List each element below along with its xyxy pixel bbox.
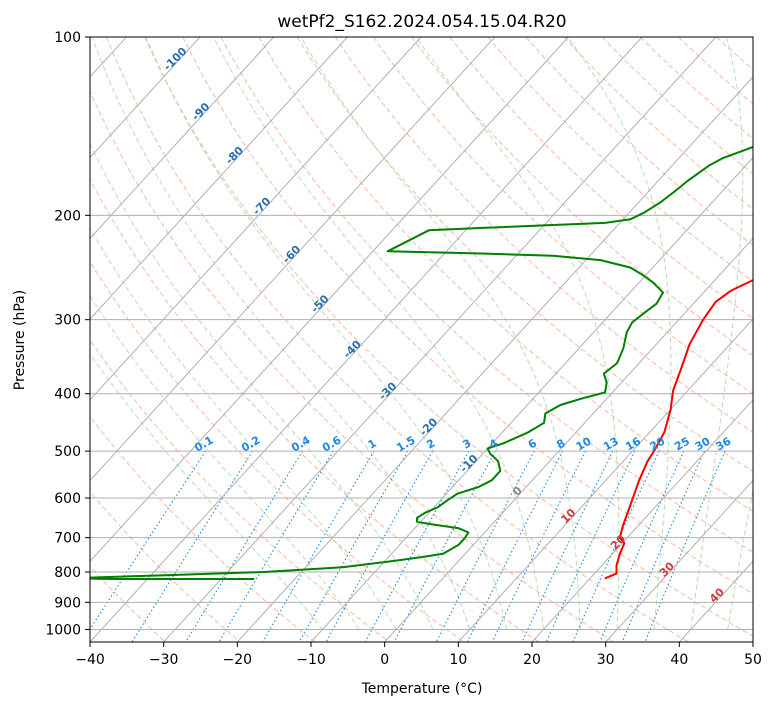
- dry-adiabat: [411, 37, 753, 357]
- isotherm: [90, 37, 643, 642]
- moist-adiabat: [90, 226, 397, 630]
- isotherm: [90, 37, 201, 159]
- dry-adiabat: [601, 37, 753, 175]
- x-tick-label: 30: [597, 652, 615, 668]
- moist-adiabat: [145, 37, 508, 630]
- isotherm: [163, 37, 717, 642]
- y-axis-label: Pressure (hPa): [12, 290, 28, 390]
- plot-frame: [89, 36, 754, 643]
- dry-adiabat: [296, 37, 753, 473]
- dry-adiabat: [182, 37, 753, 595]
- y-tick-label: 900: [54, 595, 81, 611]
- x-tick-label: −40: [75, 652, 105, 668]
- x-tick-label: 20: [523, 652, 541, 668]
- mixing-ratio-line: [364, 450, 470, 642]
- x-tick-label: −30: [149, 652, 179, 668]
- pressure-grid: [90, 37, 753, 642]
- mixing-ratio-line: [218, 450, 334, 642]
- isotherm: [310, 156, 753, 642]
- mixing-ratio-line: [325, 450, 433, 642]
- mixing-ratio-line: [131, 450, 254, 642]
- chart-title: wetPf2_S162.2024.054.15.04.R20: [277, 12, 566, 32]
- y-tick-label: 400: [54, 387, 81, 403]
- dry-adiabat: [487, 37, 753, 283]
- mixing-ratio-line: [491, 450, 586, 642]
- y-tick-label: 700: [54, 531, 81, 547]
- mixing-ratio-line: [521, 450, 614, 642]
- isotherm: [384, 237, 753, 642]
- mixing-ratio-line: [393, 450, 496, 642]
- dry-adiabat: [258, 37, 753, 513]
- isotherm: [457, 318, 753, 642]
- y-tick-label: 300: [54, 313, 81, 329]
- x-tick-label: 40: [670, 652, 688, 668]
- isotherm: [605, 479, 753, 642]
- dry-adiabat: [334, 37, 753, 433]
- moist-adiabat: [90, 142, 434, 630]
- x-tick-label: 50: [744, 652, 762, 668]
- moist-adiabat: [690, 37, 744, 630]
- y-tick-label: 100: [54, 30, 81, 46]
- mixing-ratio-line: [599, 450, 685, 642]
- mixing-ratio-line: [185, 450, 304, 642]
- profile-series: [90, 145, 753, 580]
- temperature-profile: [604, 278, 753, 580]
- isotherm: [90, 37, 422, 401]
- y-tick-label: 200: [54, 208, 81, 224]
- mixing-ratio-line: [644, 450, 726, 642]
- x-tick-label: −10: [296, 652, 326, 668]
- dry-adiabat: [90, 415, 316, 642]
- dewpoint-profile: [90, 145, 753, 580]
- isotherm: [90, 37, 348, 320]
- dry-adiabat: [90, 178, 540, 642]
- mixing-ratio-line: [572, 450, 660, 642]
- moist-adiabat: [727, 488, 753, 630]
- x-axis-label: Temperature (°C): [361, 681, 483, 697]
- mixing-ratio-line: [262, 450, 375, 642]
- isotherm: [90, 37, 496, 482]
- moist-adiabat: [567, 37, 672, 630]
- isotherm: [90, 37, 569, 563]
- dry-adiabat: [106, 37, 689, 642]
- y-axis: 100 200 300 400 500 600 700 800 900 1000: [45, 30, 90, 638]
- moist-adiabat: [300, 37, 581, 630]
- moist-adiabat: [91, 37, 471, 630]
- thermodynamic-background: [90, 37, 753, 642]
- dry-adiabat: [220, 37, 753, 553]
- x-axis: −40 −30 −20 −10 0 10 20 30 40 50: [75, 642, 762, 668]
- isotherm: [90, 37, 275, 240]
- dry-adiabat: [144, 37, 753, 637]
- mixing-ratio-line: [621, 450, 705, 642]
- dry-adiabat: [90, 89, 614, 642]
- mixing-ratio-line: [298, 450, 409, 642]
- y-tick-label: 600: [54, 491, 81, 507]
- x-tick-label: −20: [223, 652, 253, 668]
- isotherm: [236, 76, 753, 642]
- dry-adiabat: [373, 37, 753, 395]
- dry-adiabat: [90, 339, 390, 642]
- dry-adiabat: [90, 260, 465, 642]
- y-tick-label: 1000: [45, 622, 81, 638]
- moist-adiabat: [90, 294, 360, 630]
- y-tick-label: 800: [54, 565, 81, 581]
- moist-adiabat: [213, 37, 544, 630]
- moist-adiabat: [415, 37, 620, 630]
- x-tick-label: 0: [380, 652, 389, 668]
- y-tick-label: 500: [54, 444, 81, 460]
- x-tick-label: 10: [449, 652, 467, 668]
